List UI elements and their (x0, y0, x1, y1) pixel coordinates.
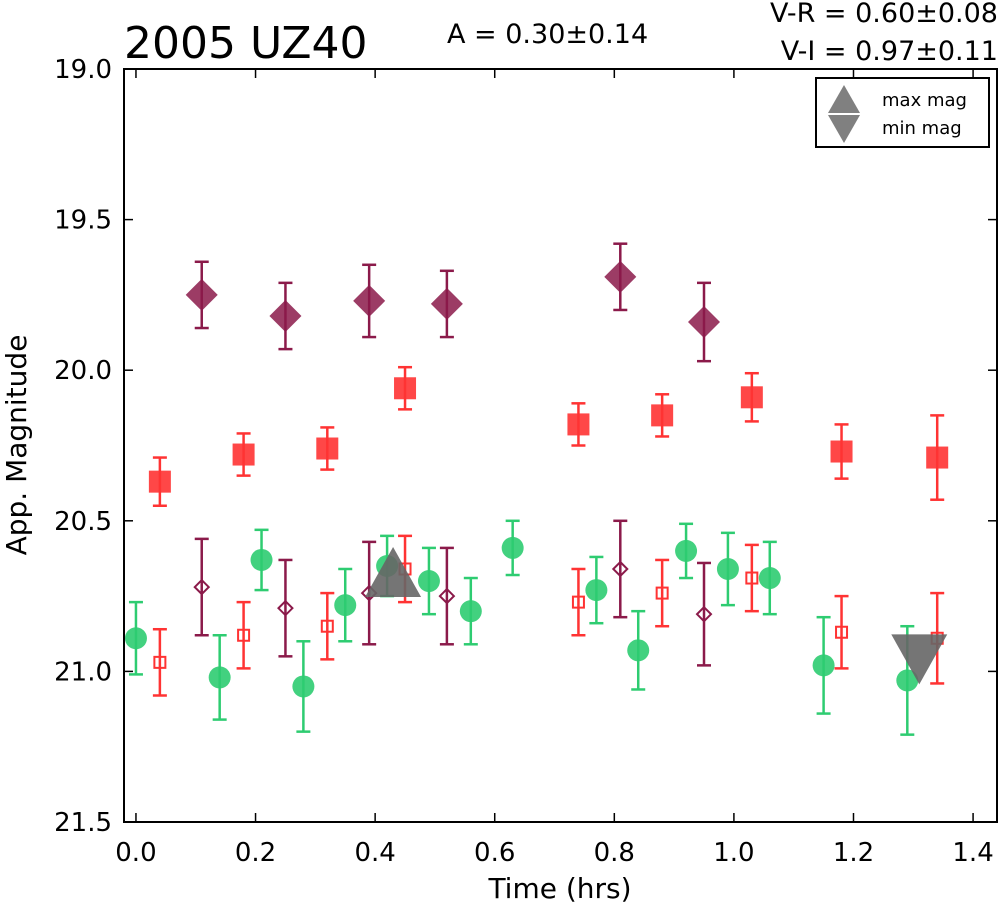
data-point (655, 586, 669, 600)
vi-color-annotation: V-I = 0.97±0.11 (781, 36, 998, 67)
y-tick-label: 20.5 (54, 507, 112, 537)
data-point (835, 625, 849, 639)
data-point (740, 386, 763, 409)
min-mag-marker (891, 634, 948, 685)
data-point (250, 548, 273, 571)
plot-area (124, 242, 949, 736)
data-point (334, 594, 357, 617)
x-axis-label: Time (hrs) (487, 872, 631, 904)
data-point (627, 639, 650, 662)
axis-ticks: 0.0 0.2 0.4 0.6 0.8 1.0 1.2 1.4 19.0 19.5 20.0 20.5… (54, 55, 997, 868)
error-bar (152, 627, 167, 697)
y-tick-label: 21.5 (54, 808, 112, 838)
y-tick-label: 20.0 (54, 356, 112, 386)
data-point (571, 595, 585, 609)
data-point (695, 605, 713, 623)
data-point (459, 600, 482, 623)
error-bar (834, 594, 849, 670)
data-point (417, 570, 440, 593)
data-point (926, 446, 949, 469)
data-point (611, 560, 629, 578)
chart-title: 2005 UZ40 (124, 18, 368, 69)
x-tick-label: 0.0 (115, 838, 156, 868)
data-series (148, 365, 949, 507)
error-bar (278, 558, 293, 658)
data-point (501, 536, 524, 559)
x-tick-label: 1.2 (833, 838, 874, 868)
error-bar (655, 558, 670, 628)
data-point (604, 260, 637, 293)
x-tick-label: 0.2 (235, 838, 276, 868)
error-bar (439, 546, 454, 646)
data-point (237, 628, 251, 642)
error-bar (320, 591, 335, 661)
data-point (394, 377, 417, 400)
vr-color-annotation: V-R = 0.60±0.08 (770, 0, 998, 29)
y-tick-label: 19.0 (54, 55, 112, 85)
y-tick-label: 21.0 (54, 657, 112, 687)
x-tick-label: 0.8 (594, 838, 635, 868)
y-tick-label: 19.5 (54, 206, 112, 236)
amplitude-annotation: A = 0.30±0.14 (447, 19, 648, 50)
error-bar (744, 543, 759, 613)
data-point (896, 669, 919, 692)
error-bar (236, 600, 251, 670)
x-tick-label: 1.4 (952, 838, 993, 868)
data-point (745, 571, 759, 585)
data-point (688, 306, 721, 339)
error-bar (697, 561, 712, 667)
legend-min-icon (828, 115, 860, 143)
data-point (148, 470, 171, 493)
data-series (193, 519, 713, 667)
legend-label: min mag (882, 118, 962, 139)
data-point (353, 284, 386, 317)
data-point (585, 579, 608, 602)
data-series (185, 242, 721, 363)
data-point (208, 666, 231, 689)
y-axis-label: App. Magnitude (0, 335, 33, 556)
data-point (812, 654, 835, 677)
data-point (193, 578, 211, 596)
legend: max mag min mag (815, 77, 990, 148)
data-point (716, 557, 739, 580)
x-tick-label: 1.0 (713, 838, 754, 868)
legend-label: max mag (882, 90, 967, 111)
data-point (232, 443, 255, 466)
data-series (124, 519, 919, 736)
data-series (152, 534, 945, 697)
data-point (153, 655, 167, 669)
data-point (651, 404, 674, 427)
data-point (567, 413, 590, 436)
x-tick-label: 0.4 (354, 838, 395, 868)
error-bar (613, 519, 628, 619)
x-tick-label: 0.6 (474, 838, 515, 868)
data-point (292, 675, 315, 698)
data-point (124, 627, 147, 650)
data-point (830, 440, 853, 463)
data-point (438, 587, 456, 605)
legend-max-icon (828, 85, 860, 113)
error-bar (194, 537, 209, 637)
data-point (320, 619, 334, 633)
data-point (185, 278, 218, 311)
data-point (269, 299, 302, 332)
data-point (675, 539, 698, 562)
error-bar (571, 567, 586, 637)
plot-frame (123, 68, 998, 823)
data-point (430, 287, 463, 320)
data-point (758, 567, 781, 590)
data-point (277, 599, 294, 617)
data-point (316, 437, 339, 460)
max-mag-marker (365, 547, 422, 598)
